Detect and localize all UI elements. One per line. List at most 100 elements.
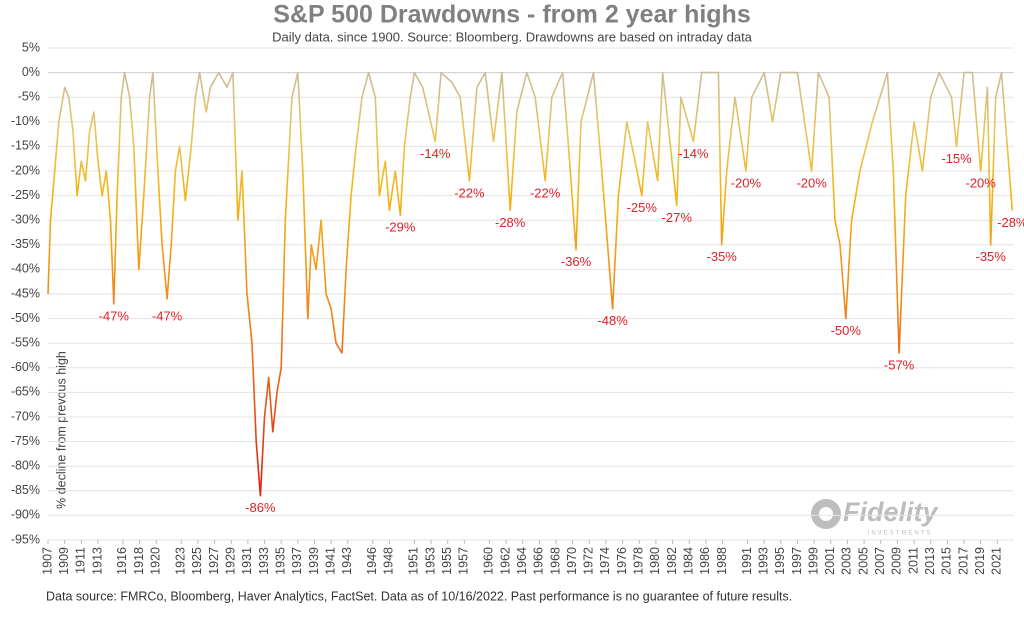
- x-tick-label: 2001: [823, 547, 837, 575]
- x-tick-label: 1909: [57, 547, 71, 575]
- x-tick-label: 1939: [307, 547, 321, 575]
- x-tick-label: 1933: [257, 547, 271, 575]
- x-tick-label: 1953: [423, 547, 437, 575]
- logo-text: Fidelity: [843, 497, 939, 527]
- x-tick-label: 1957: [457, 547, 471, 575]
- x-tick-label: 2021: [990, 547, 1004, 575]
- x-tick-label: 1972: [582, 547, 596, 575]
- annotation: -50%: [831, 323, 862, 338]
- chart-title: S&P 500 Drawdowns - from 2 year highs: [273, 1, 750, 29]
- x-tick-label: 1986: [698, 547, 712, 575]
- source-note: Data source: FMRCo, Bloomberg, Haver Ana…: [46, 589, 792, 603]
- x-tick-label: 1991: [740, 547, 754, 575]
- y-tick-label: -10%: [11, 114, 40, 128]
- annotation: -47%: [99, 308, 130, 323]
- y-tick-label: -80%: [11, 458, 40, 472]
- x-tick-label: 1978: [632, 547, 646, 575]
- x-tick-label: 1960: [482, 547, 496, 575]
- x-tick-label: 1999: [806, 547, 820, 575]
- x-tick-label: 1962: [498, 547, 512, 575]
- x-tick-label: 1966: [532, 547, 546, 575]
- x-tick-label: 2015: [940, 547, 954, 575]
- y-tick-label: -20%: [11, 163, 40, 177]
- x-tick-label: 1974: [598, 547, 612, 575]
- logo-icon-core: [819, 507, 833, 521]
- y-tick-label: -90%: [11, 508, 40, 522]
- x-tick-label: 1911: [74, 547, 88, 574]
- y-tick-label: -65%: [11, 385, 40, 399]
- x-tick-label: 2003: [840, 547, 854, 575]
- annotation: -28%: [997, 215, 1024, 230]
- y-tick-label: -70%: [11, 409, 40, 423]
- x-tick-label: 1980: [648, 547, 662, 575]
- y-tick-label: -5%: [18, 89, 40, 103]
- x-tick-label: 1916: [115, 547, 129, 575]
- y-tick-label: -50%: [11, 311, 40, 325]
- x-tick-label: 2019: [973, 547, 987, 575]
- x-tick-label: 1941: [323, 547, 337, 575]
- annotation: -57%: [884, 357, 915, 372]
- x-tick-label: 1968: [548, 547, 562, 575]
- x-tick-label: 2009: [890, 547, 904, 575]
- y-tick-label: 0%: [22, 65, 40, 79]
- x-tick-label: 1993: [756, 547, 770, 575]
- x-tick-label: 1946: [365, 547, 379, 575]
- annotation: -35%: [707, 249, 738, 264]
- annotation: -14%: [420, 146, 451, 161]
- y-axis-label: % decline from prevous high: [54, 351, 68, 509]
- y-tick-label: -60%: [11, 360, 40, 374]
- annotation: -48%: [597, 313, 628, 328]
- x-tick-label: 2013: [923, 547, 937, 575]
- annotation: -47%: [152, 308, 183, 323]
- x-tick-label: 1931: [240, 547, 254, 575]
- annotation: -29%: [385, 220, 416, 235]
- y-tick-label: -35%: [11, 237, 40, 251]
- x-tick-label: 1951: [407, 547, 421, 575]
- annotation: -28%: [495, 215, 526, 230]
- y-tick-label: 5%: [22, 40, 40, 54]
- annotation: -22%: [454, 185, 485, 200]
- y-tick-label: -85%: [11, 483, 40, 497]
- logo-subtext: INVESTMENTS: [868, 531, 933, 537]
- y-tick-label: -15%: [11, 139, 40, 153]
- y-tick-label: -25%: [11, 188, 40, 202]
- x-tick-label: 1982: [665, 547, 679, 575]
- annotation: -86%: [245, 500, 276, 515]
- x-tick-label: 1929: [224, 547, 238, 575]
- x-tick-label: 1935: [273, 547, 287, 575]
- y-tick-label: -55%: [11, 335, 40, 349]
- annotation: -36%: [561, 254, 592, 269]
- chart-subtitle: Daily data. since 1900. Source: Bloomber…: [272, 29, 753, 44]
- x-tick-label: 2007: [873, 547, 887, 575]
- x-tick-label: 2017: [956, 547, 970, 575]
- annotation: -25%: [627, 200, 658, 215]
- y-tick-label: -40%: [11, 262, 40, 276]
- y-tick-label: -95%: [11, 532, 40, 546]
- x-tick-label: 1984: [682, 547, 696, 575]
- x-tick-label: 1937: [290, 547, 304, 575]
- annotation: -35%: [976, 249, 1007, 264]
- annotation: -27%: [662, 210, 693, 225]
- y-tick-label: -75%: [11, 434, 40, 448]
- x-tick-label: 1925: [190, 547, 204, 575]
- x-tick-label: 2005: [856, 547, 870, 575]
- logo: Fidelity INVESTMENTS: [811, 497, 939, 537]
- x-tick-label: 1988: [715, 547, 729, 575]
- x-tick-label: 1976: [615, 547, 629, 575]
- y-tick-label: -45%: [11, 286, 40, 300]
- y-tick-label: -30%: [11, 212, 40, 226]
- annotation: -20%: [731, 175, 762, 190]
- x-tick-label: 1923: [174, 547, 188, 575]
- annotation: -14%: [678, 146, 709, 161]
- annotation: -15%: [941, 151, 972, 166]
- x-tick-label: 1948: [382, 547, 396, 575]
- annotation: -20%: [796, 175, 827, 190]
- x-tick-label: 1943: [340, 547, 354, 575]
- annotation: -22%: [530, 185, 561, 200]
- x-tick-label: 1955: [440, 547, 454, 575]
- x-tick-label: 1995: [773, 547, 787, 575]
- drawdown-line: [47, 71, 1014, 497]
- x-tick-label: 1927: [207, 547, 221, 575]
- x-tick-label: 1918: [132, 547, 146, 575]
